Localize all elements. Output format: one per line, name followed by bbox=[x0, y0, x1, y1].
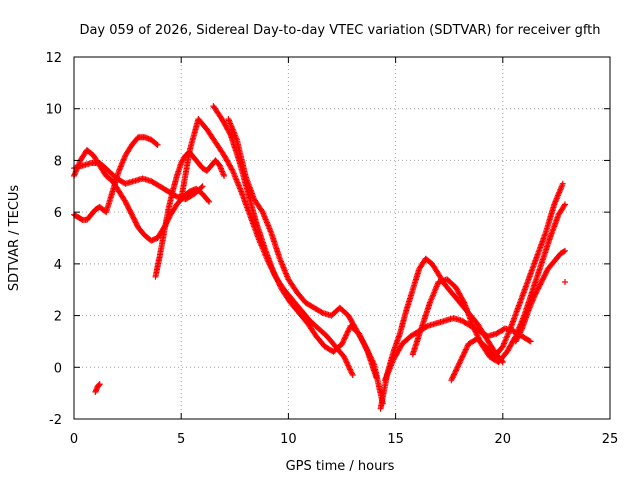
data-point-marker bbox=[96, 381, 103, 388]
data-point-marker bbox=[361, 342, 368, 349]
axis-ticks: 0 5 10 15 20 25 -2 0 2 4 6 8 10 12 bbox=[45, 51, 618, 447]
grid bbox=[74, 57, 610, 419]
y-tick-label: 12 bbox=[45, 51, 62, 66]
data-point-marker bbox=[153, 141, 160, 148]
y-tick-label: 10 bbox=[45, 103, 62, 118]
series-track-4 bbox=[152, 149, 228, 280]
data-point-marker bbox=[562, 201, 568, 208]
data-point-marker bbox=[199, 183, 206, 190]
series-track-7 bbox=[225, 116, 386, 407]
series-track-1 bbox=[71, 147, 213, 244]
data-point-marker bbox=[349, 372, 356, 378]
y-axis-label: SDTVAR / TECUs bbox=[7, 185, 22, 292]
data-point-marker bbox=[526, 337, 533, 344]
x-tick-label: 20 bbox=[495, 432, 512, 447]
series-track-3 bbox=[71, 160, 206, 203]
data-point-marker bbox=[198, 184, 205, 191]
y-tick-label: 2 bbox=[54, 310, 62, 325]
series-track-12 bbox=[512, 247, 568, 345]
x-tick-label: 15 bbox=[387, 432, 404, 447]
data-point-marker bbox=[205, 197, 212, 204]
y-tick-label: -2 bbox=[49, 413, 62, 428]
x-axis-label: GPS time / hours bbox=[286, 459, 395, 474]
plot-frame bbox=[73, 56, 611, 420]
data-point-marker bbox=[560, 248, 567, 255]
series-isolated-2 bbox=[562, 279, 568, 285]
y-tick-label: 6 bbox=[54, 206, 62, 221]
data-point-marker bbox=[527, 338, 534, 345]
data-point-marker bbox=[559, 180, 566, 187]
chart-title: Day 059 of 2026, Sidereal Day-to-day VTE… bbox=[79, 23, 600, 38]
data-point-marker bbox=[206, 198, 213, 205]
series-track-2 bbox=[71, 134, 161, 223]
data-series-group bbox=[71, 103, 568, 412]
data-point-marker bbox=[562, 279, 568, 285]
x-tick-label: 0 bbox=[70, 432, 78, 447]
series-isolated-1 bbox=[92, 381, 103, 395]
x-tick-label: 25 bbox=[602, 432, 619, 447]
data-point-marker bbox=[221, 172, 228, 179]
data-point-marker bbox=[562, 247, 568, 254]
y-tick-label: 8 bbox=[54, 154, 62, 169]
data-point-marker bbox=[154, 141, 161, 148]
data-point-marker bbox=[561, 202, 568, 209]
series-track-11 bbox=[448, 180, 566, 384]
y-tick-label: 4 bbox=[54, 258, 62, 273]
x-tick-label: 5 bbox=[177, 432, 185, 447]
x-tick-label: 10 bbox=[280, 432, 297, 447]
y-tick-label: 0 bbox=[54, 361, 62, 376]
data-point-marker bbox=[460, 298, 467, 305]
